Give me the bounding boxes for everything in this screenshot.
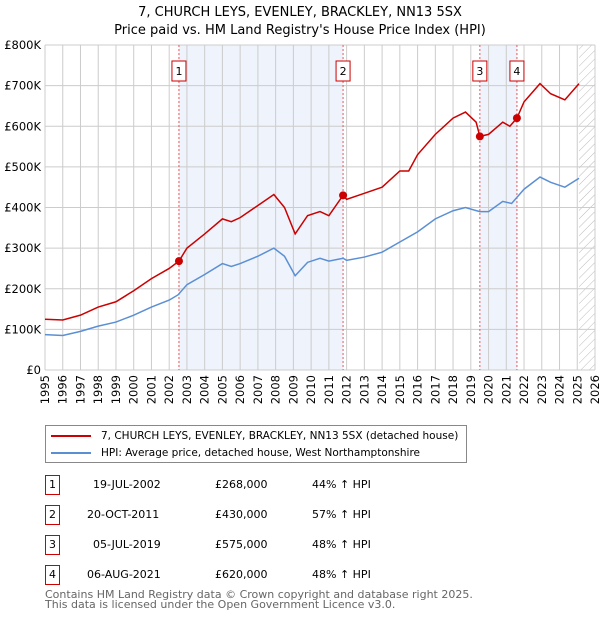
sale-number: 4 <box>45 565 60 585</box>
chart-title: 7, CHURCH LEYS, EVENLEY, BRACKLEY, NN13 … <box>0 4 600 40</box>
sale-row: 3 05-JUL-2019 £575,000 48% ↑ HPI <box>45 535 465 555</box>
x-tick-label: 2021 <box>499 375 513 404</box>
x-tick-label: 2008 <box>269 375 283 404</box>
blue-line-swatch <box>51 452 91 454</box>
sale-marker-box <box>335 60 351 82</box>
title-line: 7, CHURCH LEYS, EVENLEY, BRACKLEY, NN13 … <box>138 5 462 20</box>
sale-marker-label: 2 <box>340 65 347 78</box>
legend-item-property: 7, CHURCH LEYS, EVENLEY, BRACKLEY, NN13 … <box>51 430 458 442</box>
sale-hpi-diff: 44% ↑ HPI <box>312 478 371 491</box>
x-tick-label: 2007 <box>251 375 265 404</box>
sale-date: 05-JUL-2019 <box>93 538 161 551</box>
copyright-text: Contains HM Land Registry data © Crown c… <box>45 588 473 601</box>
sale-row: 1 19-JUL-2002 £268,000 44% ↑ HPI <box>45 475 465 495</box>
x-tick-label: 2015 <box>393 375 407 404</box>
sale-marker-label: 3 <box>476 65 483 78</box>
sale-row: 2 20-OCT-2011 £430,000 57% ↑ HPI <box>45 505 465 525</box>
sale-price: £575,000 <box>215 538 268 551</box>
legend: 7, CHURCH LEYS, EVENLEY, BRACKLEY, NN13 … <box>45 425 467 463</box>
x-tick-label: 1999 <box>109 375 123 404</box>
sale-price: £620,000 <box>215 568 268 581</box>
x-tick-label: 2011 <box>322 375 336 404</box>
licence-text: This data is licensed under the Open Gov… <box>45 598 396 611</box>
legend-item-hpi: HPI: Average price, detached house, West… <box>51 447 420 459</box>
sale-row: 4 06-AUG-2021 £620,000 48% ↑ HPI <box>45 565 465 585</box>
x-tick-label: 1995 <box>38 375 52 404</box>
x-tick-label: 2016 <box>411 375 425 404</box>
x-tick-label: 1997 <box>73 375 87 404</box>
x-tick-label: 2010 <box>304 375 318 404</box>
x-tick-label: 2005 <box>215 375 229 404</box>
sale-point <box>339 191 348 200</box>
y-tick-label: £800K <box>4 38 41 52</box>
legend-label: HPI: Average price, detached house, West… <box>101 447 420 459</box>
sale-date: 19-JUL-2002 <box>93 478 161 491</box>
sale-marker-label: 1 <box>175 65 182 78</box>
y-tick-label: £600K <box>4 119 41 133</box>
red-line-swatch <box>51 435 91 437</box>
x-tick-label: 1998 <box>91 375 105 404</box>
x-tick-label: 2022 <box>517 375 531 404</box>
x-tick-label: 2000 <box>127 375 141 404</box>
sale-marker-box <box>509 60 525 82</box>
sale-date: 20-OCT-2011 <box>87 508 160 521</box>
sale-number: 2 <box>45 505 60 525</box>
sale-number: 3 <box>45 535 60 555</box>
sale-marker-label: 4 <box>513 65 520 78</box>
x-tick-label: 2009 <box>286 375 300 404</box>
sale-date: 06-AUG-2021 <box>87 568 161 581</box>
x-tick-label: 2003 <box>180 375 194 404</box>
sale-hpi-diff: 57% ↑ HPI <box>312 508 371 521</box>
sale-point <box>512 114 521 123</box>
x-tick-label: 2026 <box>588 375 600 404</box>
x-tick-label: 2014 <box>375 375 389 404</box>
sale-marker-box <box>171 60 187 82</box>
x-tick-label: 2019 <box>464 375 478 404</box>
sale-price: £430,000 <box>215 508 268 521</box>
legend-label: 7, CHURCH LEYS, EVENLEY, BRACKLEY, NN13 … <box>101 430 459 442</box>
x-tick-label: 1996 <box>56 375 70 404</box>
x-tick-label: 2004 <box>198 375 212 404</box>
x-tick-label: 2020 <box>482 375 496 404</box>
sale-hpi-diff: 48% ↑ HPI <box>312 568 371 581</box>
x-tick-label: 2006 <box>233 375 247 404</box>
sale-marker-box <box>472 60 488 82</box>
sale-point <box>174 257 183 266</box>
x-tick-label: 2012 <box>340 375 354 404</box>
sale-price: £268,000 <box>215 478 268 491</box>
x-tick-label: 2023 <box>535 375 549 404</box>
x-tick-label: 2017 <box>428 375 442 404</box>
price-chart: 1995 1996 1997 1998 1999 2000 2001 2002 2003 2004… <box>4 38 600 404</box>
series-line <box>44 82 580 321</box>
y-tick-label: £200K <box>4 282 41 296</box>
y-tick-label: £0 <box>26 363 41 377</box>
x-tick-label: 2018 <box>446 375 460 404</box>
sale-number: 1 <box>45 475 60 495</box>
y-tick-label: £100K <box>4 322 41 336</box>
sale-hpi-diff: 48% ↑ HPI <box>312 538 371 551</box>
y-tick-label: £300K <box>4 241 41 255</box>
y-tick-label: £700K <box>4 79 41 93</box>
x-tick-label: 2001 <box>144 375 158 404</box>
x-tick-label: 2025 <box>570 375 584 404</box>
sale-point <box>475 132 484 141</box>
y-tick-label: £500K <box>4 160 41 174</box>
footer: Contains HM Land Registry data © Crown c… <box>45 588 473 611</box>
x-tick-label: 2002 <box>162 375 176 404</box>
y-tick-label: £400K <box>4 201 41 215</box>
subtitle-line: Price paid vs. HM Land Registry's House … <box>114 23 486 38</box>
series-line <box>44 176 580 337</box>
x-tick-label: 2024 <box>553 375 567 404</box>
x-tick-label: 2013 <box>357 375 371 404</box>
